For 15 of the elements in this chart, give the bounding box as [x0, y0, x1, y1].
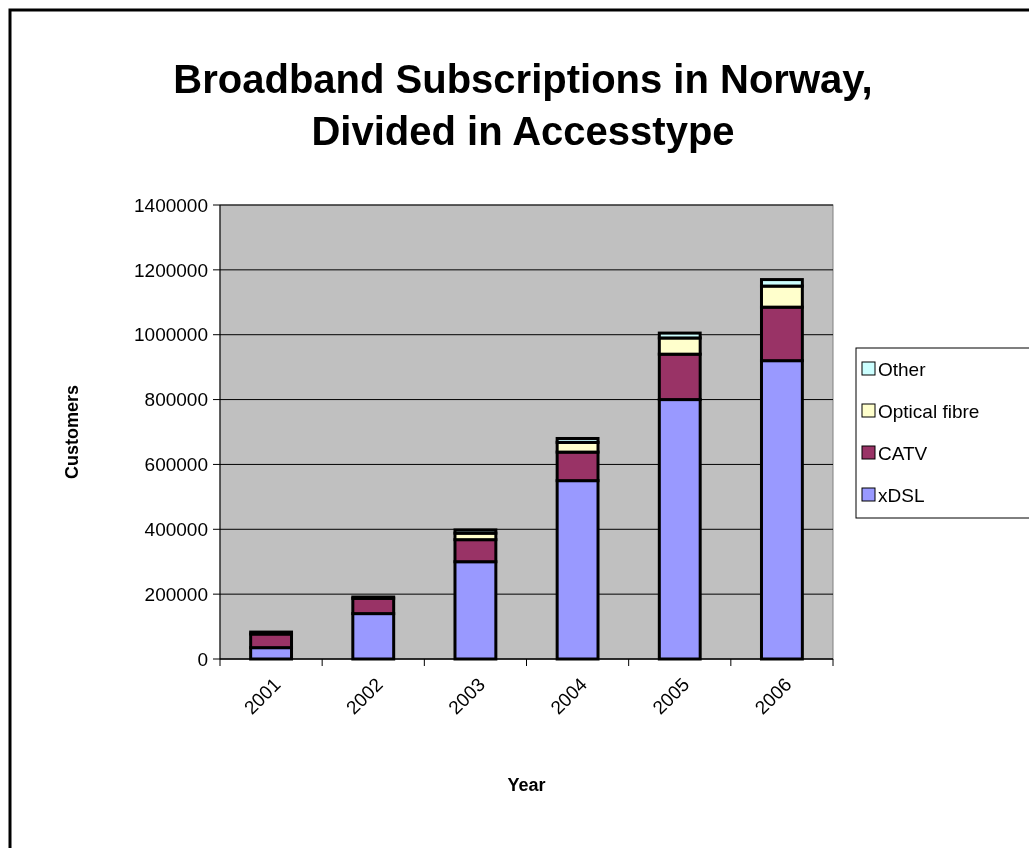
- legend-label: Other: [878, 358, 927, 380]
- y-tick-label: 1400000: [134, 194, 208, 216]
- legend-label: xDSL: [878, 484, 925, 506]
- x-axis-title: Year: [507, 775, 546, 795]
- legend-label: Optical fibre: [878, 400, 980, 422]
- y-tick-label: 600000: [144, 454, 208, 476]
- y-tick-label: 200000: [144, 583, 208, 605]
- y-tick-label: 0: [197, 648, 208, 670]
- y-tick-label: 1000000: [134, 324, 208, 346]
- y-axis-title: Customers: [62, 384, 82, 480]
- y-tick-label: 800000: [144, 389, 208, 411]
- y-tick-label: 400000: [144, 518, 208, 540]
- legend-label: CATV: [878, 442, 928, 464]
- y-tick-label: 1200000: [134, 259, 208, 281]
- chart-title: Broadband Subscriptions in Norway, Divided in Accesstype: [173, 57, 873, 153]
